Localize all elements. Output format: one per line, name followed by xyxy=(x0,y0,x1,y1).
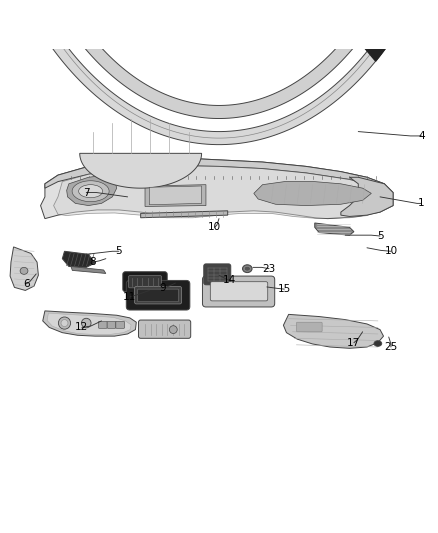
Text: 5: 5 xyxy=(116,246,122,256)
Polygon shape xyxy=(43,311,136,336)
Text: 15: 15 xyxy=(278,284,291,294)
FancyBboxPatch shape xyxy=(204,264,231,285)
Ellipse shape xyxy=(61,320,68,327)
FancyBboxPatch shape xyxy=(202,276,275,307)
FancyBboxPatch shape xyxy=(134,287,182,304)
Polygon shape xyxy=(2,0,62,17)
Text: 12: 12 xyxy=(75,322,88,333)
Text: 14: 14 xyxy=(223,276,237,286)
Polygon shape xyxy=(71,266,106,273)
FancyBboxPatch shape xyxy=(128,276,162,288)
Polygon shape xyxy=(149,186,201,205)
Text: 1: 1 xyxy=(418,198,425,208)
Polygon shape xyxy=(47,313,131,334)
Text: 10: 10 xyxy=(208,222,221,232)
FancyBboxPatch shape xyxy=(297,322,322,332)
Text: 10: 10 xyxy=(385,246,397,256)
Polygon shape xyxy=(254,182,371,206)
FancyBboxPatch shape xyxy=(138,289,179,302)
FancyBboxPatch shape xyxy=(116,321,124,328)
Ellipse shape xyxy=(170,326,177,334)
Ellipse shape xyxy=(58,317,71,329)
Polygon shape xyxy=(25,0,413,118)
Ellipse shape xyxy=(243,265,252,272)
FancyBboxPatch shape xyxy=(126,280,190,310)
Text: 8: 8 xyxy=(89,257,96,267)
Ellipse shape xyxy=(79,184,102,198)
Polygon shape xyxy=(10,247,39,290)
Polygon shape xyxy=(41,158,393,219)
Polygon shape xyxy=(145,184,206,206)
Polygon shape xyxy=(67,175,117,206)
Ellipse shape xyxy=(244,266,251,271)
Text: 4: 4 xyxy=(418,131,425,141)
Polygon shape xyxy=(315,223,354,235)
Polygon shape xyxy=(141,211,228,218)
Text: 11: 11 xyxy=(123,292,136,302)
Polygon shape xyxy=(283,314,384,349)
Text: 6: 6 xyxy=(23,279,29,289)
FancyBboxPatch shape xyxy=(138,320,191,338)
Text: 23: 23 xyxy=(262,264,276,273)
Polygon shape xyxy=(0,0,438,144)
Ellipse shape xyxy=(374,341,382,346)
Polygon shape xyxy=(53,166,380,219)
Ellipse shape xyxy=(72,181,109,201)
Text: 7: 7 xyxy=(83,188,89,198)
Polygon shape xyxy=(350,0,430,61)
FancyBboxPatch shape xyxy=(210,282,268,301)
Ellipse shape xyxy=(20,268,28,274)
Ellipse shape xyxy=(81,318,91,328)
Text: 17: 17 xyxy=(347,338,360,348)
FancyBboxPatch shape xyxy=(99,321,107,328)
Text: 9: 9 xyxy=(159,283,166,293)
Polygon shape xyxy=(341,177,393,216)
Polygon shape xyxy=(45,158,385,188)
Text: 25: 25 xyxy=(384,342,398,352)
FancyBboxPatch shape xyxy=(107,321,116,328)
Text: 5: 5 xyxy=(377,231,383,241)
Polygon shape xyxy=(62,251,95,268)
FancyBboxPatch shape xyxy=(123,272,167,292)
Polygon shape xyxy=(80,154,201,188)
